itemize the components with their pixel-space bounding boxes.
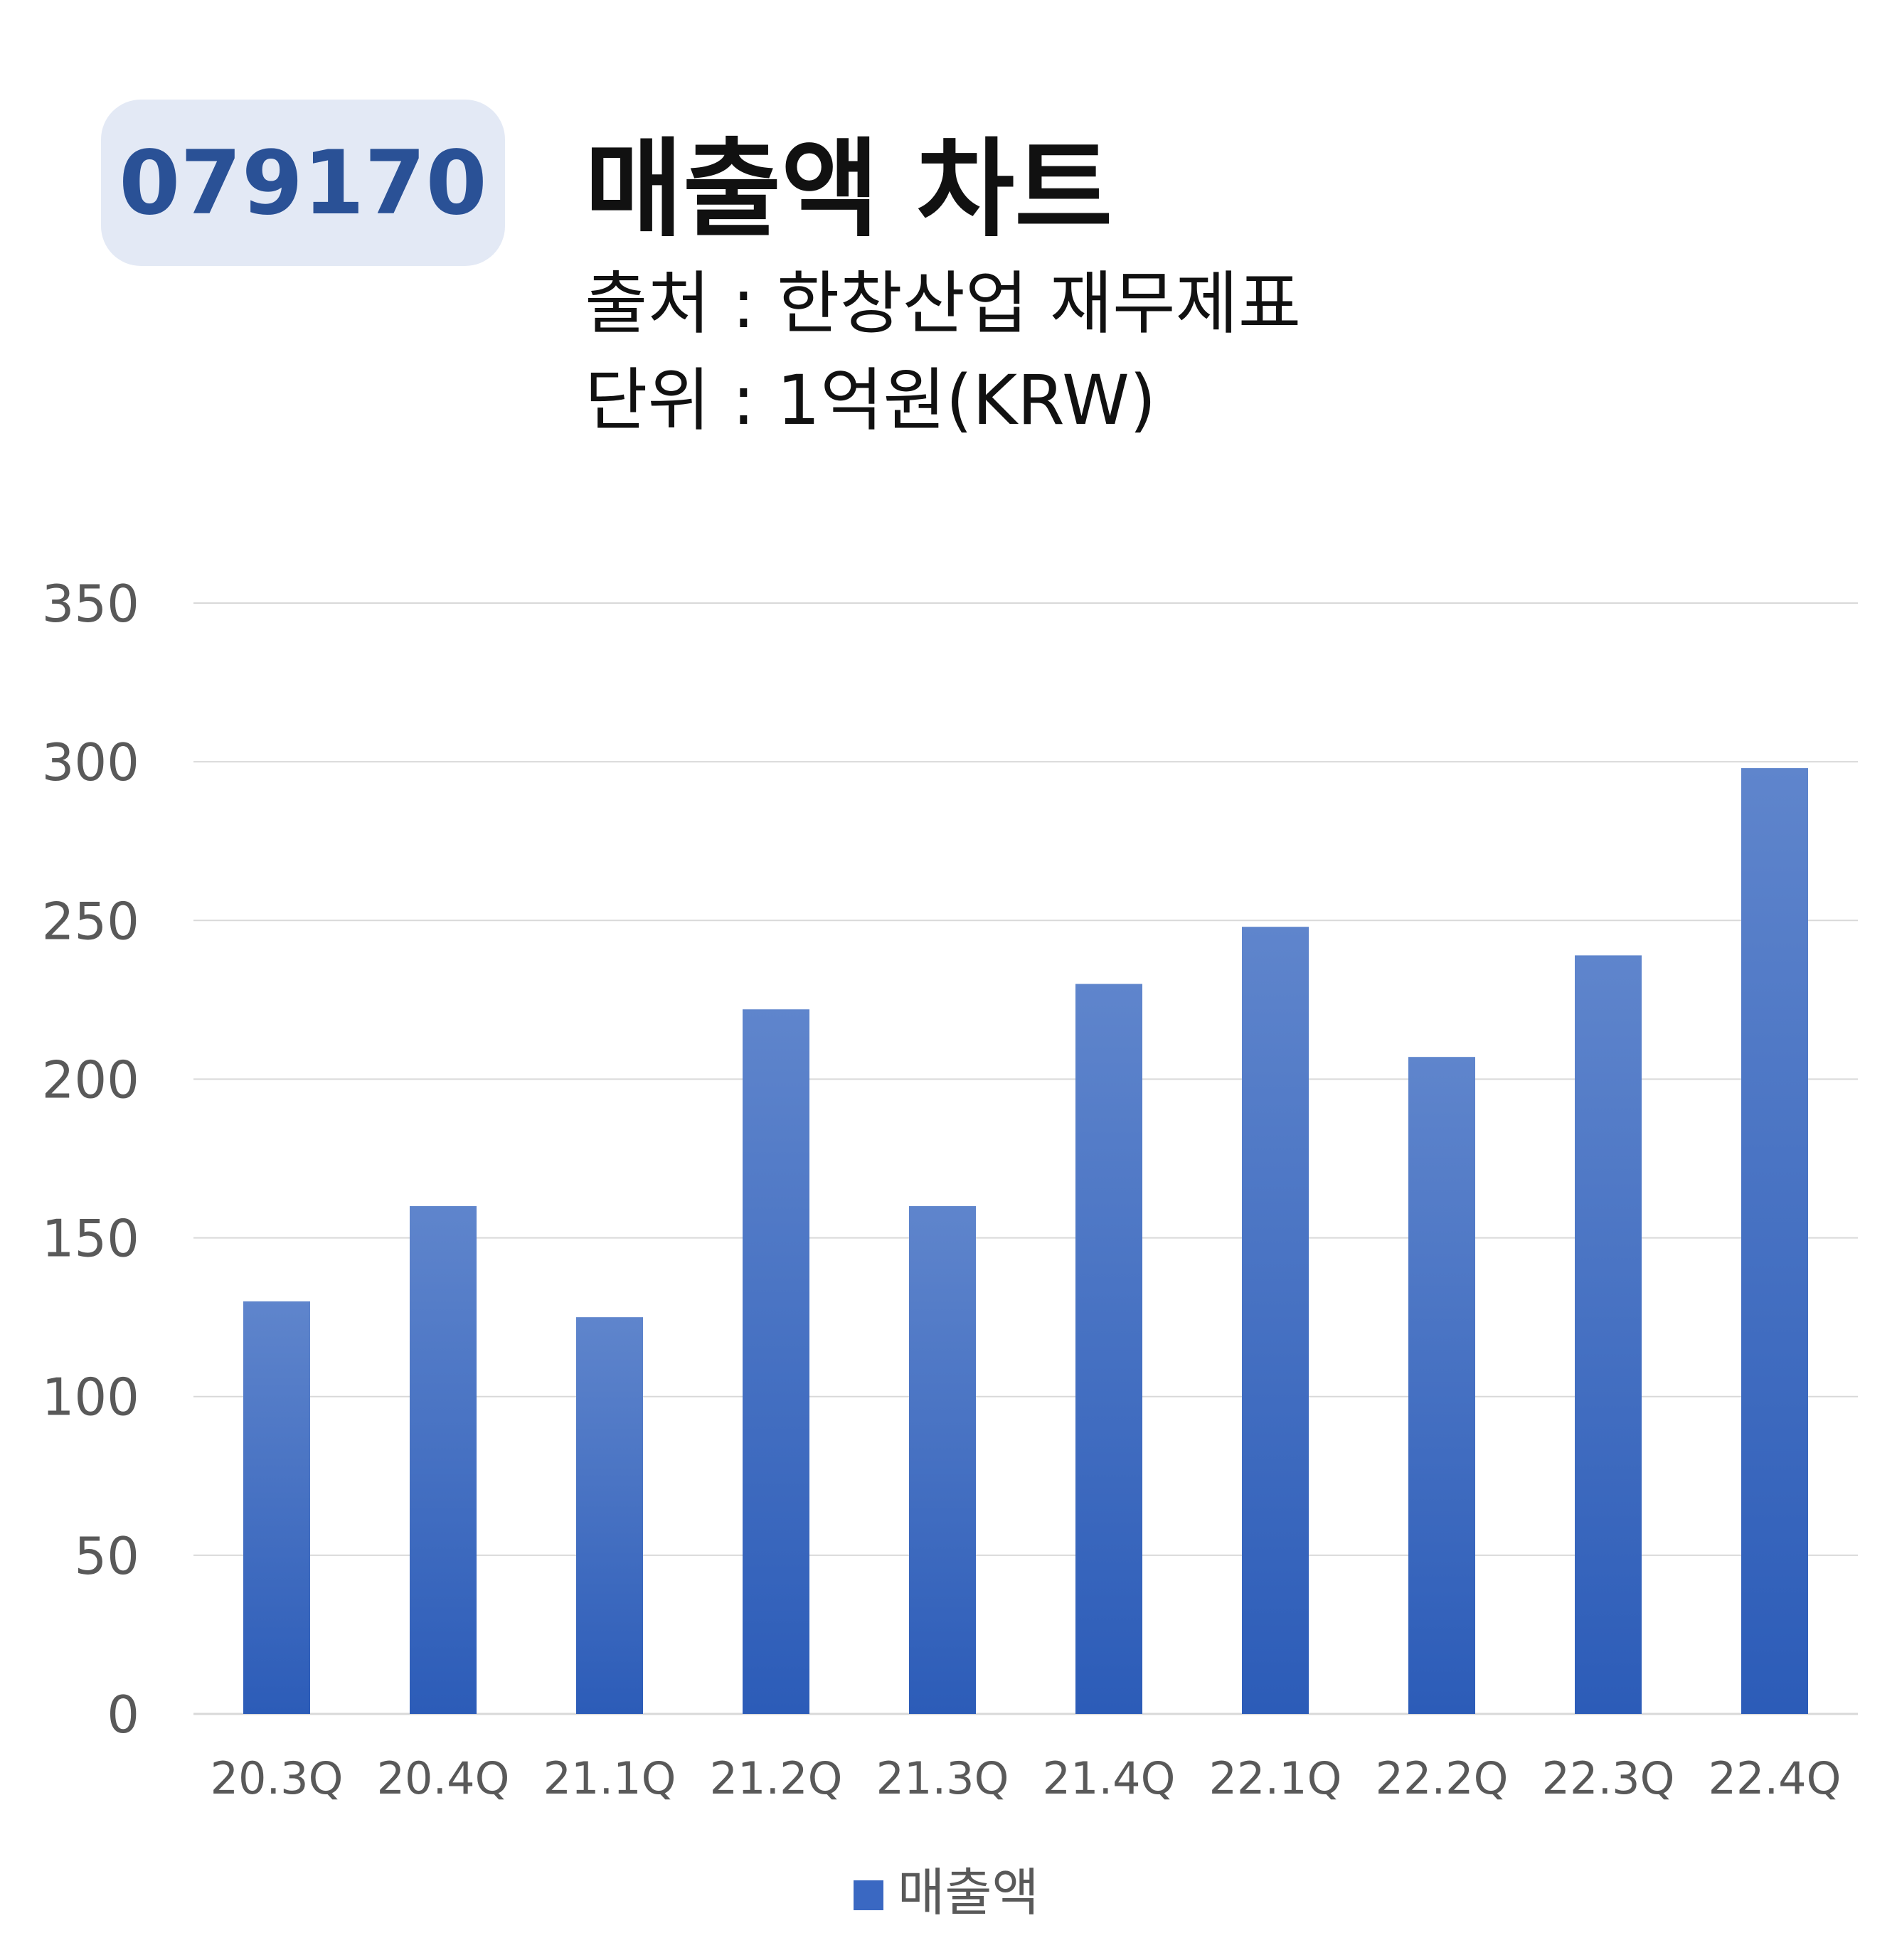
- x-tick-label: 21.1Q: [543, 1752, 676, 1804]
- y-tick-label: 350: [42, 574, 139, 634]
- stock-code: 079170: [119, 132, 487, 235]
- stock-code-badge: [101, 100, 505, 266]
- bar-22.4Q: [1741, 768, 1808, 1714]
- bar-22.2Q: [1408, 1057, 1475, 1714]
- y-tick-label: 0: [107, 1685, 139, 1745]
- bar-20.4Q: [410, 1205, 477, 1714]
- legend: 매출액: [854, 1863, 1039, 1922]
- chart-source: 출처 : 한창산업 재무제표: [585, 264, 1301, 343]
- x-tick-label: 21.2Q: [710, 1752, 843, 1804]
- x-tick-label: 22.3Q: [1542, 1752, 1675, 1804]
- x-tick-label: 20.4Q: [377, 1752, 510, 1804]
- chart-unit: 단위 : 1억원(KRW): [585, 361, 1156, 440]
- bar-21.3Q: [909, 1205, 976, 1714]
- y-axis-ticks: 0 50 100 150 200 250 300 350: [42, 574, 139, 1745]
- bar-21.2Q: [743, 1009, 809, 1714]
- bar-21.4Q: [1075, 984, 1142, 1714]
- bar-22.3Q: [1575, 955, 1642, 1714]
- y-tick-label: 50: [74, 1526, 139, 1586]
- x-tick-label: 20.3Q: [211, 1752, 344, 1804]
- x-tick-label: 22.1Q: [1209, 1752, 1342, 1804]
- bar-20.3Q: [243, 1301, 310, 1714]
- bar-22.1Q: [1242, 927, 1309, 1714]
- bar-21.1Q: [576, 1317, 643, 1714]
- x-tick-label: 22.4Q: [1709, 1752, 1842, 1804]
- legend-label: 매출액: [898, 1863, 1039, 1922]
- y-tick-label: 200: [42, 1050, 139, 1109]
- y-tick-label: 100: [42, 1368, 139, 1427]
- y-tick-label: 300: [42, 733, 139, 792]
- x-tick-label: 21.3Q: [876, 1752, 1009, 1804]
- y-tick-label: 250: [42, 891, 139, 951]
- legend-swatch: [854, 1880, 883, 1910]
- chart-title: 매출액 차트: [585, 128, 1112, 252]
- y-tick-label: 150: [42, 1209, 139, 1269]
- x-tick-label: 22.2Q: [1376, 1752, 1509, 1804]
- x-axis-ticks: 20.3Q 20.4Q 21.1Q 21.2Q 21.3Q 21.4Q 22.1Q 22.2Q…: [211, 1752, 1842, 1804]
- x-tick-label: 21.4Q: [1043, 1752, 1176, 1804]
- bars: [243, 768, 1808, 1714]
